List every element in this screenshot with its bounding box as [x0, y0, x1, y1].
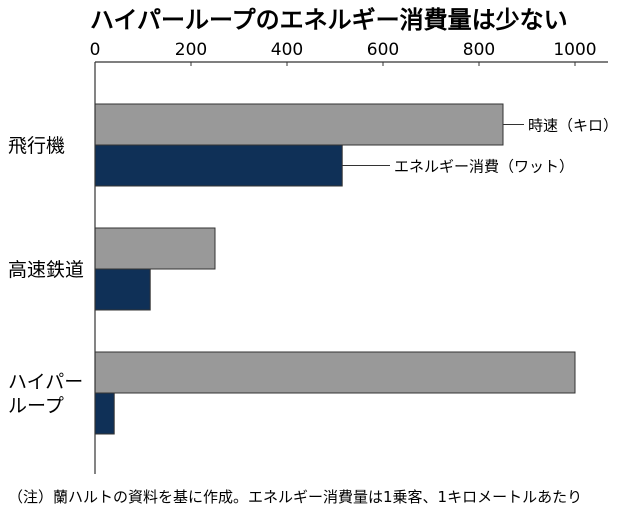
bar [94, 227, 216, 270]
x-tick-label: 600 [367, 40, 399, 60]
series-annotations: 時速（キロ） エネルギー消費（ワット） [342, 117, 618, 176]
x-tick-label: 400 [271, 40, 303, 60]
series-label: 時速（キロ） [528, 117, 618, 135]
category-label: 飛行機 [8, 135, 65, 157]
bars [94, 103, 576, 435]
series-label: エネルギー消費（ワット） [394, 158, 574, 176]
x-tick-label: 800 [463, 40, 495, 60]
bar [94, 351, 576, 394]
bar [94, 268, 151, 311]
x-axis-ticks: 0 200 400 600 800 1000 [90, 40, 608, 66]
category-label: ループ [8, 395, 64, 417]
chart-title: ハイパーループのエネルギー消費量は少ない [90, 6, 568, 34]
category-label: ハイパー [8, 371, 83, 393]
footnote: （注）蘭ハルトの資料を基に作成。エネルギー消費量は1乗客、1キロメートルあたり [8, 488, 582, 506]
x-tick-label: 0 [90, 40, 101, 60]
category-label: 高速鉄道 [8, 259, 84, 281]
x-tick-label: 200 [175, 40, 207, 60]
x-tick-label: 1000 [553, 40, 596, 60]
bar [94, 392, 115, 435]
bar [94, 103, 504, 146]
bar [94, 144, 343, 187]
